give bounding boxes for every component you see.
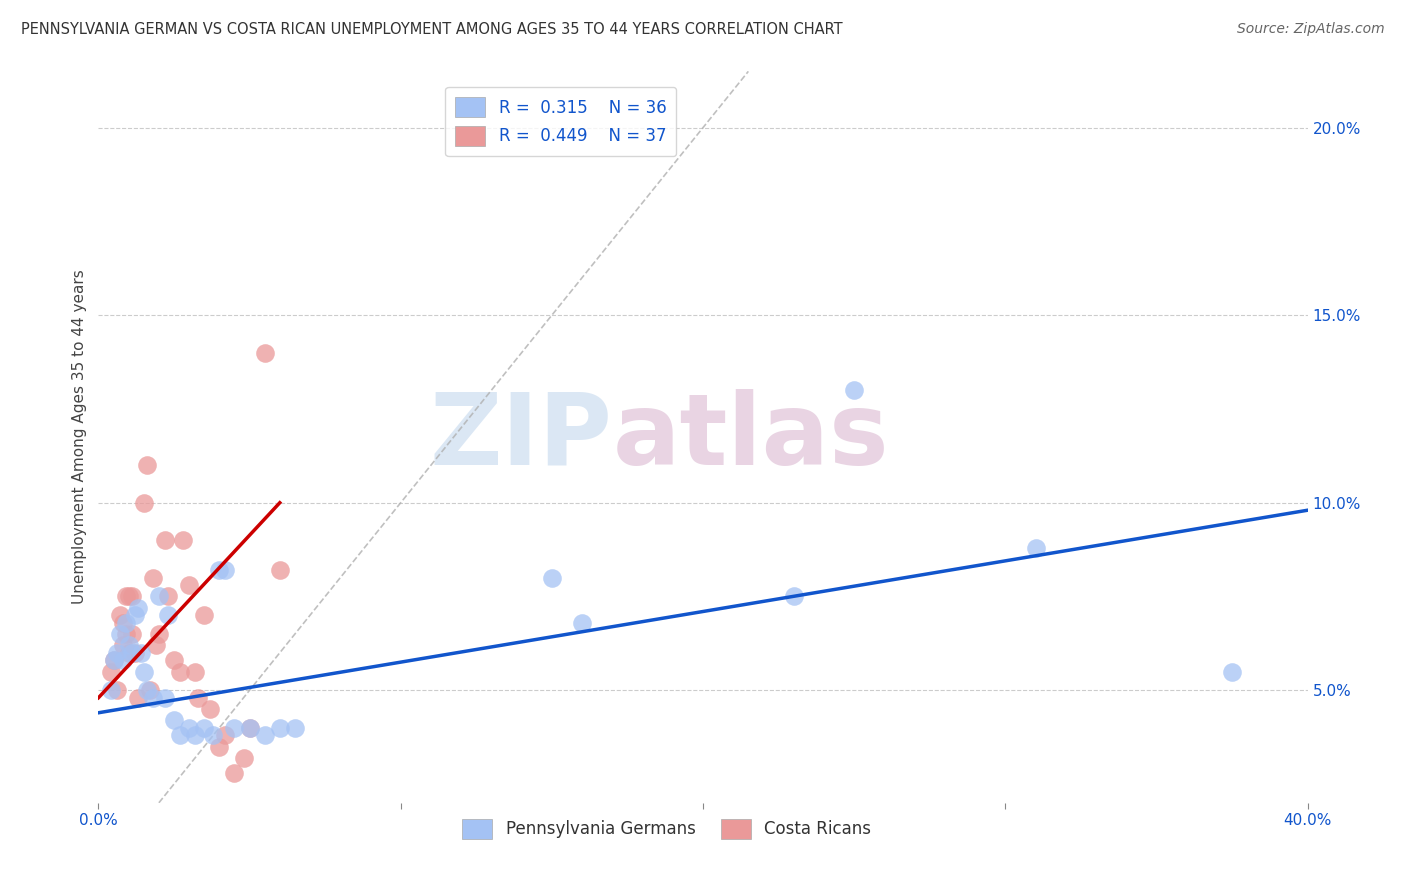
Text: PENNSYLVANIA GERMAN VS COSTA RICAN UNEMPLOYMENT AMONG AGES 35 TO 44 YEARS CORREL: PENNSYLVANIA GERMAN VS COSTA RICAN UNEMP… xyxy=(21,22,842,37)
Point xyxy=(103,653,125,667)
Point xyxy=(148,590,170,604)
Point xyxy=(139,683,162,698)
Point xyxy=(179,721,201,735)
Point xyxy=(114,590,136,604)
Point xyxy=(114,627,136,641)
Point xyxy=(100,683,122,698)
Point xyxy=(114,615,136,630)
Point xyxy=(100,665,122,679)
Point xyxy=(148,627,170,641)
Point xyxy=(111,615,134,630)
Point xyxy=(208,739,231,754)
Point xyxy=(111,638,134,652)
Point xyxy=(179,578,201,592)
Point xyxy=(105,683,128,698)
Point xyxy=(540,571,562,585)
Legend: Pennsylvania Germans, Costa Ricans: Pennsylvania Germans, Costa Ricans xyxy=(456,812,877,846)
Point xyxy=(121,646,143,660)
Point xyxy=(135,458,157,473)
Point xyxy=(142,690,165,705)
Point xyxy=(172,533,194,548)
Point xyxy=(124,608,146,623)
Point xyxy=(103,653,125,667)
Point xyxy=(783,590,806,604)
Point xyxy=(169,665,191,679)
Point xyxy=(253,345,276,359)
Point xyxy=(224,765,246,780)
Point xyxy=(111,653,134,667)
Point xyxy=(153,533,176,548)
Point xyxy=(214,728,236,742)
Point xyxy=(163,713,186,727)
Point xyxy=(193,608,215,623)
Point xyxy=(135,683,157,698)
Point xyxy=(163,653,186,667)
Point xyxy=(108,627,131,641)
Point xyxy=(269,563,291,577)
Point xyxy=(571,615,593,630)
Point xyxy=(214,563,236,577)
Point xyxy=(156,590,179,604)
Point xyxy=(269,721,291,735)
Point xyxy=(142,571,165,585)
Point xyxy=(118,638,141,652)
Point xyxy=(121,590,143,604)
Point xyxy=(232,751,254,765)
Y-axis label: Unemployment Among Ages 35 to 44 years: Unemployment Among Ages 35 to 44 years xyxy=(72,269,87,605)
Point xyxy=(129,646,152,660)
Point xyxy=(153,690,176,705)
Point xyxy=(132,665,155,679)
Point xyxy=(108,608,131,623)
Point xyxy=(253,728,276,742)
Point xyxy=(1024,541,1046,555)
Text: Source: ZipAtlas.com: Source: ZipAtlas.com xyxy=(1237,22,1385,37)
Point xyxy=(193,721,215,735)
Point xyxy=(184,665,207,679)
Point xyxy=(239,721,262,735)
Point xyxy=(127,690,149,705)
Point xyxy=(105,646,128,660)
Point xyxy=(208,563,231,577)
Point xyxy=(1220,665,1243,679)
Point xyxy=(200,702,222,716)
Point xyxy=(169,728,191,742)
Point xyxy=(187,690,209,705)
Point xyxy=(202,728,225,742)
Point xyxy=(118,590,141,604)
Point xyxy=(127,600,149,615)
Point xyxy=(124,646,146,660)
Point xyxy=(145,638,167,652)
Point xyxy=(284,721,307,735)
Point xyxy=(239,721,262,735)
Text: ZIP: ZIP xyxy=(429,389,613,485)
Point xyxy=(844,383,866,397)
Point xyxy=(156,608,179,623)
Point xyxy=(132,496,155,510)
Point xyxy=(118,646,141,660)
Point xyxy=(224,721,246,735)
Point xyxy=(184,728,207,742)
Text: atlas: atlas xyxy=(613,389,889,485)
Point xyxy=(121,627,143,641)
